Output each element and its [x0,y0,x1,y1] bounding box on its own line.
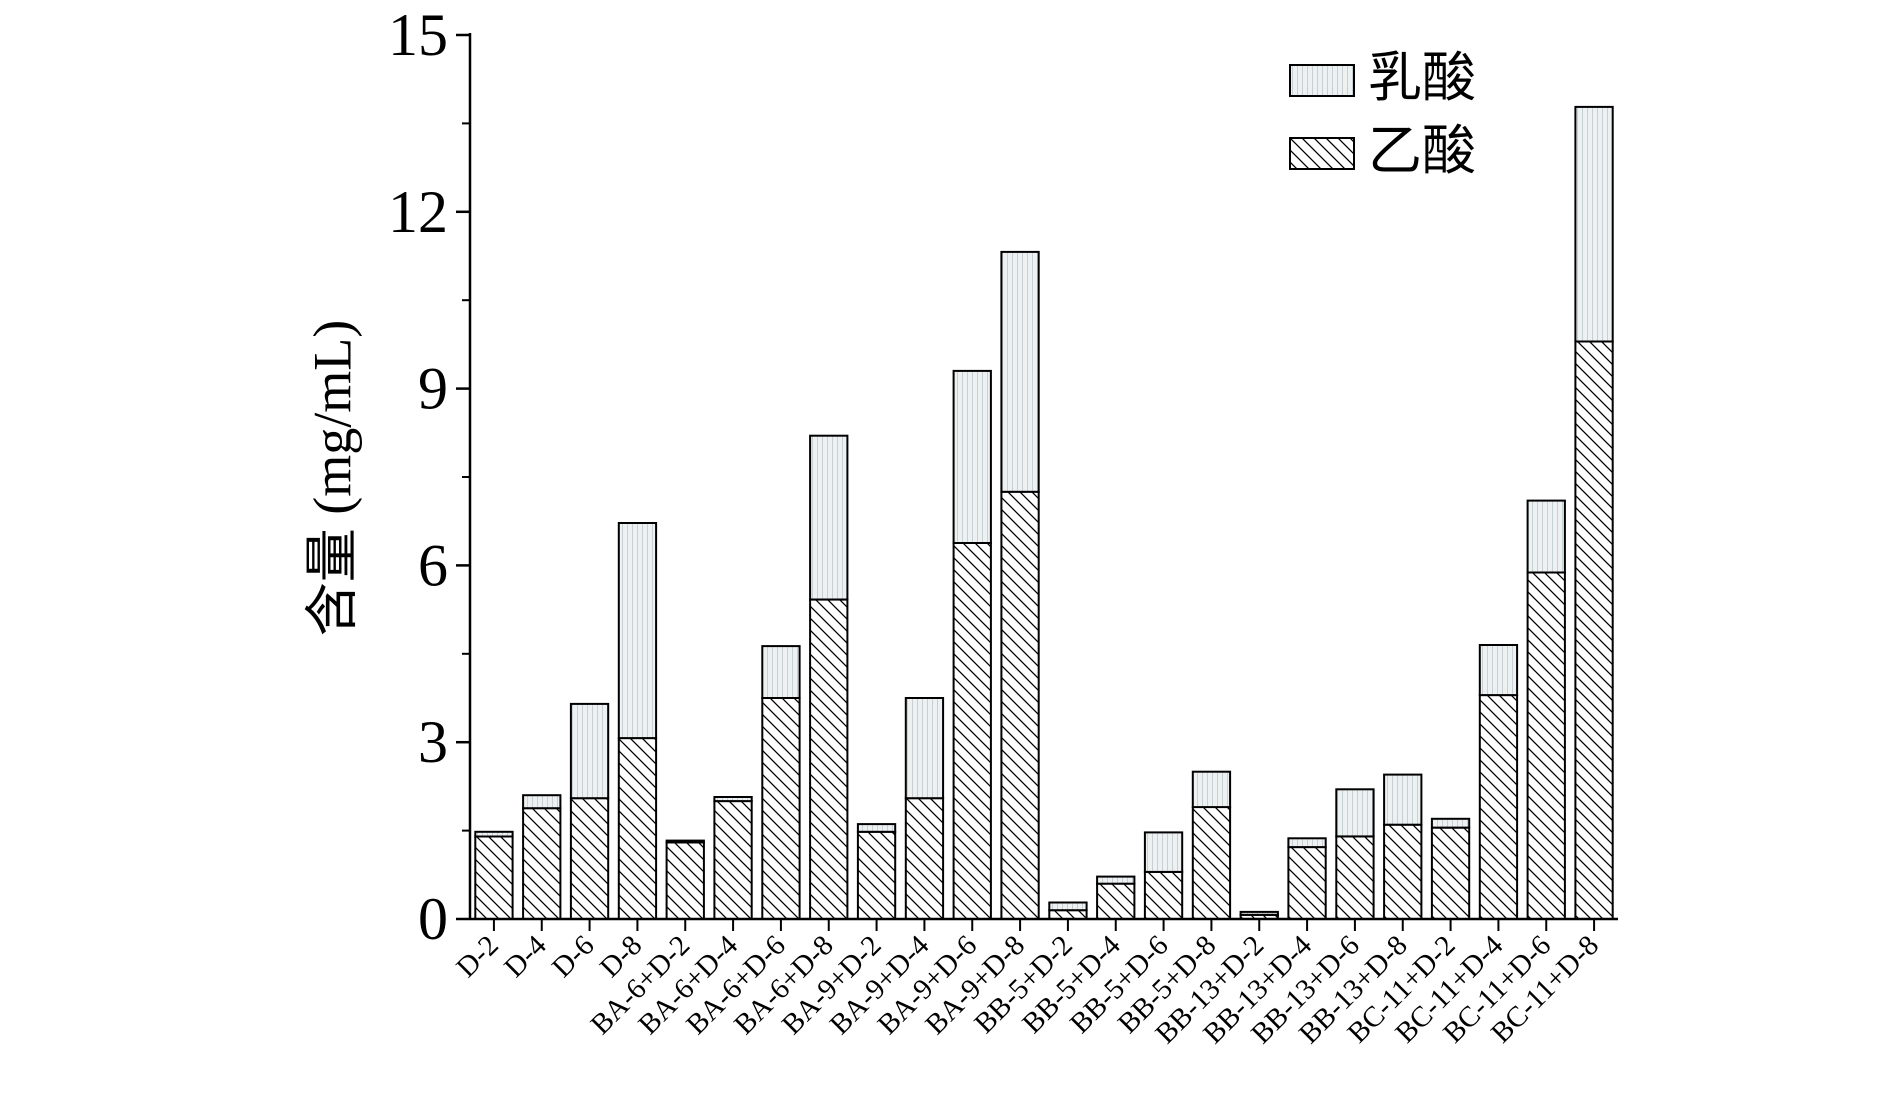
bar-acetic-11 [1000,490,1040,920]
bar-lactic-23 [1574,105,1614,343]
bar-acetic-6 [761,697,801,920]
y-tick-label: 0 [418,886,448,952]
bar-acetic-13 [1096,882,1136,920]
bar-lactic-6 [761,645,801,699]
legend-swatch-acetic [1289,137,1355,170]
bar-acetic-17 [1287,846,1327,920]
bar-acetic-7 [809,598,849,920]
legend-label-lactic: 乳酸 [1368,46,1476,109]
bar-lactic-20 [1430,817,1471,829]
y-tick-label: 15 [388,2,448,68]
y-tick-label: 6 [418,532,448,598]
axes-layer: 0 3 6 9 12 15 [388,2,1618,952]
y-tick-label: 3 [418,709,448,775]
y-tick-label: 12 [388,179,448,245]
bar-lactic-13 [1096,875,1136,885]
bar-acetic-5 [713,800,753,920]
legend-swatch-lactic [1289,64,1355,97]
x-tick-label: D-4 [498,929,553,984]
bar-acetic-3 [617,737,658,920]
bar-lactic-4 [665,839,705,844]
bar-acetic-20 [1430,826,1471,921]
legend: 乳酸 乙酸 [1289,46,1476,182]
bar-acetic-12 [1048,909,1088,921]
category-labels: D-2D-4D-6D-8BA-6+D-2BA-6+D-4BA-6+D-6BA-6… [450,929,1605,1050]
bars-layer [474,105,1614,921]
y-axis-title: 含量 (mg/mL) [302,320,362,636]
bar-lactic-2 [569,702,610,800]
bar-acetic-23 [1574,340,1614,920]
bar-acetic-1 [522,807,562,921]
bar-lactic-5 [713,796,753,803]
bar-acetic-0 [474,835,514,920]
bar-lactic-17 [1287,837,1327,849]
bar-acetic-10 [952,542,992,920]
bar-lactic-1 [522,794,562,810]
bar-lactic-14 [1143,831,1184,873]
bar-lactic-12 [1048,901,1088,912]
bar-lactic-19 [1383,773,1423,826]
x-tick-label: D-2 [450,929,505,984]
bar-lactic-0 [474,830,514,838]
bar-acetic-18 [1335,835,1375,920]
bar-lactic-3 [617,522,658,740]
bar-lactic-10 [952,369,992,544]
bar-acetic-9 [904,797,945,921]
bar-lactic-15 [1191,770,1232,809]
bar-acetic-4 [665,841,705,921]
bar-acetic-22 [1526,571,1566,920]
bar-acetic-14 [1143,870,1184,921]
bar-lactic-18 [1335,788,1375,838]
bar-lactic-16 [1239,910,1279,916]
bar-acetic-8 [856,830,897,920]
x-tick-label: D-6 [546,929,601,984]
bar-lactic-9 [904,697,945,800]
bar-acetic-19 [1383,823,1423,921]
legend-label-acetic: 乙酸 [1368,119,1476,182]
bar-acetic-2 [569,797,610,921]
y-tick-label: 9 [418,356,448,422]
bar-lactic-11 [1000,250,1040,493]
bar-acetic-15 [1191,806,1232,920]
bar-lactic-21 [1478,644,1519,697]
bar-lactic-7 [809,434,849,601]
bar-acetic-21 [1478,694,1519,920]
bar-lactic-22 [1526,499,1566,574]
bar-lactic-8 [856,823,897,833]
